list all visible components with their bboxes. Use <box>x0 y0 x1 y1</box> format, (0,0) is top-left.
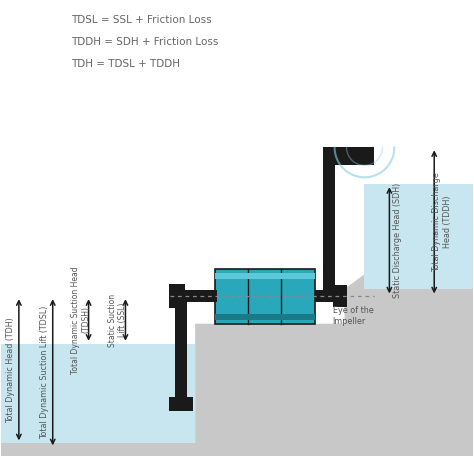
Text: TDSL = SSL + Friction Loss: TDSL = SSL + Friction Loss <box>71 15 211 25</box>
Text: TDH = TDSL + TDDH: TDH = TDSL + TDDH <box>71 59 180 69</box>
Text: TDDH = SDH + Friction Loss: TDDH = SDH + Friction Loss <box>71 37 218 47</box>
Text: Total Dynamic Suction Lift (TDSL): Total Dynamic Suction Lift (TDSL) <box>40 305 49 439</box>
Bar <box>365 184 473 289</box>
Text: Total Dynamic Discharge
Head (TDDH): Total Dynamic Discharge Head (TDDH) <box>432 172 452 272</box>
Bar <box>215 314 315 320</box>
Bar <box>169 398 193 411</box>
Text: Static Discharge Head (SDH): Static Discharge Head (SDH) <box>393 183 402 298</box>
Bar <box>175 296 187 403</box>
Bar <box>1 443 473 456</box>
Bar <box>323 165 335 296</box>
Bar <box>323 147 374 165</box>
Text: Total Dynamic Suction Head
(TDSH): Total Dynamic Suction Head (TDSH) <box>71 266 91 374</box>
Bar <box>333 285 346 307</box>
Bar <box>1 344 195 443</box>
Bar <box>215 269 315 324</box>
Text: Total Dynamic Head (TDH): Total Dynamic Head (TDH) <box>7 317 15 423</box>
Polygon shape <box>195 204 473 443</box>
Text: Eye of the
Impeller: Eye of the Impeller <box>333 306 374 326</box>
Bar <box>215 273 315 279</box>
Bar <box>177 290 217 302</box>
Bar <box>323 147 335 177</box>
Text: Static Suction
Lift (SSL): Static Suction Lift (SSL) <box>108 294 127 347</box>
Bar <box>169 284 185 308</box>
Bar <box>315 290 335 302</box>
